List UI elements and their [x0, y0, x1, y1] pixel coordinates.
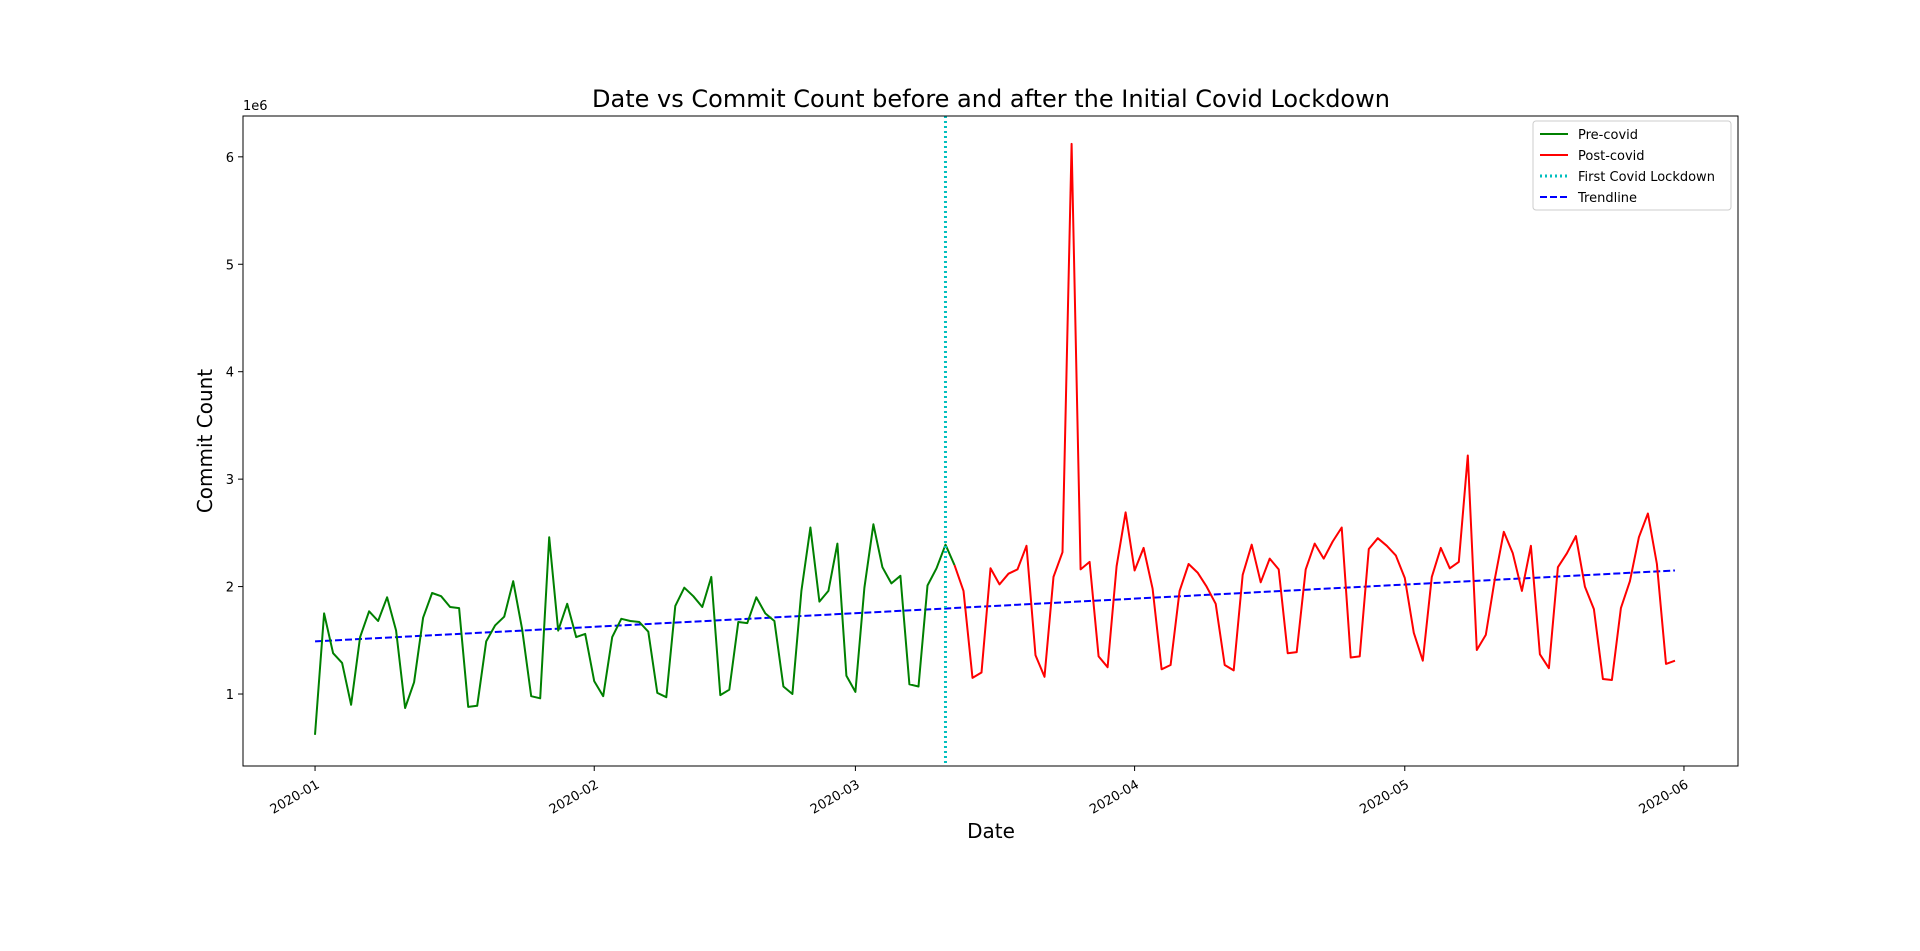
y-tick-label: 4 [226, 366, 234, 381]
series-line-trendline [314, 569, 1676, 643]
chart-title: Date vs Commit Count before and after th… [592, 85, 1390, 113]
y-tick-label: 6 [226, 151, 234, 166]
y-offset-label: 1e6 [243, 99, 268, 114]
y-axis-label: Commit Count [193, 369, 217, 513]
plot-frame [242, 115, 1739, 767]
y-axis: 1 2 3 4 5 6 [226, 151, 243, 703]
legend-box [1532, 120, 1732, 211]
legend-label-post-covid: Post-covid [1578, 149, 1645, 164]
y-tick-label: 2 [226, 581, 234, 596]
legend: Pre-covid Post-covid First Covid Lockdow… [1532, 120, 1732, 211]
x-axis-label: Date [967, 819, 1015, 843]
y-tick-label: 1 [226, 688, 234, 703]
legend-label-first-covid-lockdown: First Covid Lockdown [1578, 170, 1715, 185]
series-line-post-covid [953, 142, 1676, 681]
legend-label-pre-covid: Pre-covid [1578, 128, 1638, 143]
series-line-pre-covid [314, 523, 956, 735]
y-tick-label: 3 [226, 473, 234, 488]
plot-area [314, 116, 1676, 766]
y-tick-label: 5 [226, 258, 234, 273]
legend-label-trendline: Trendline [1577, 191, 1637, 206]
